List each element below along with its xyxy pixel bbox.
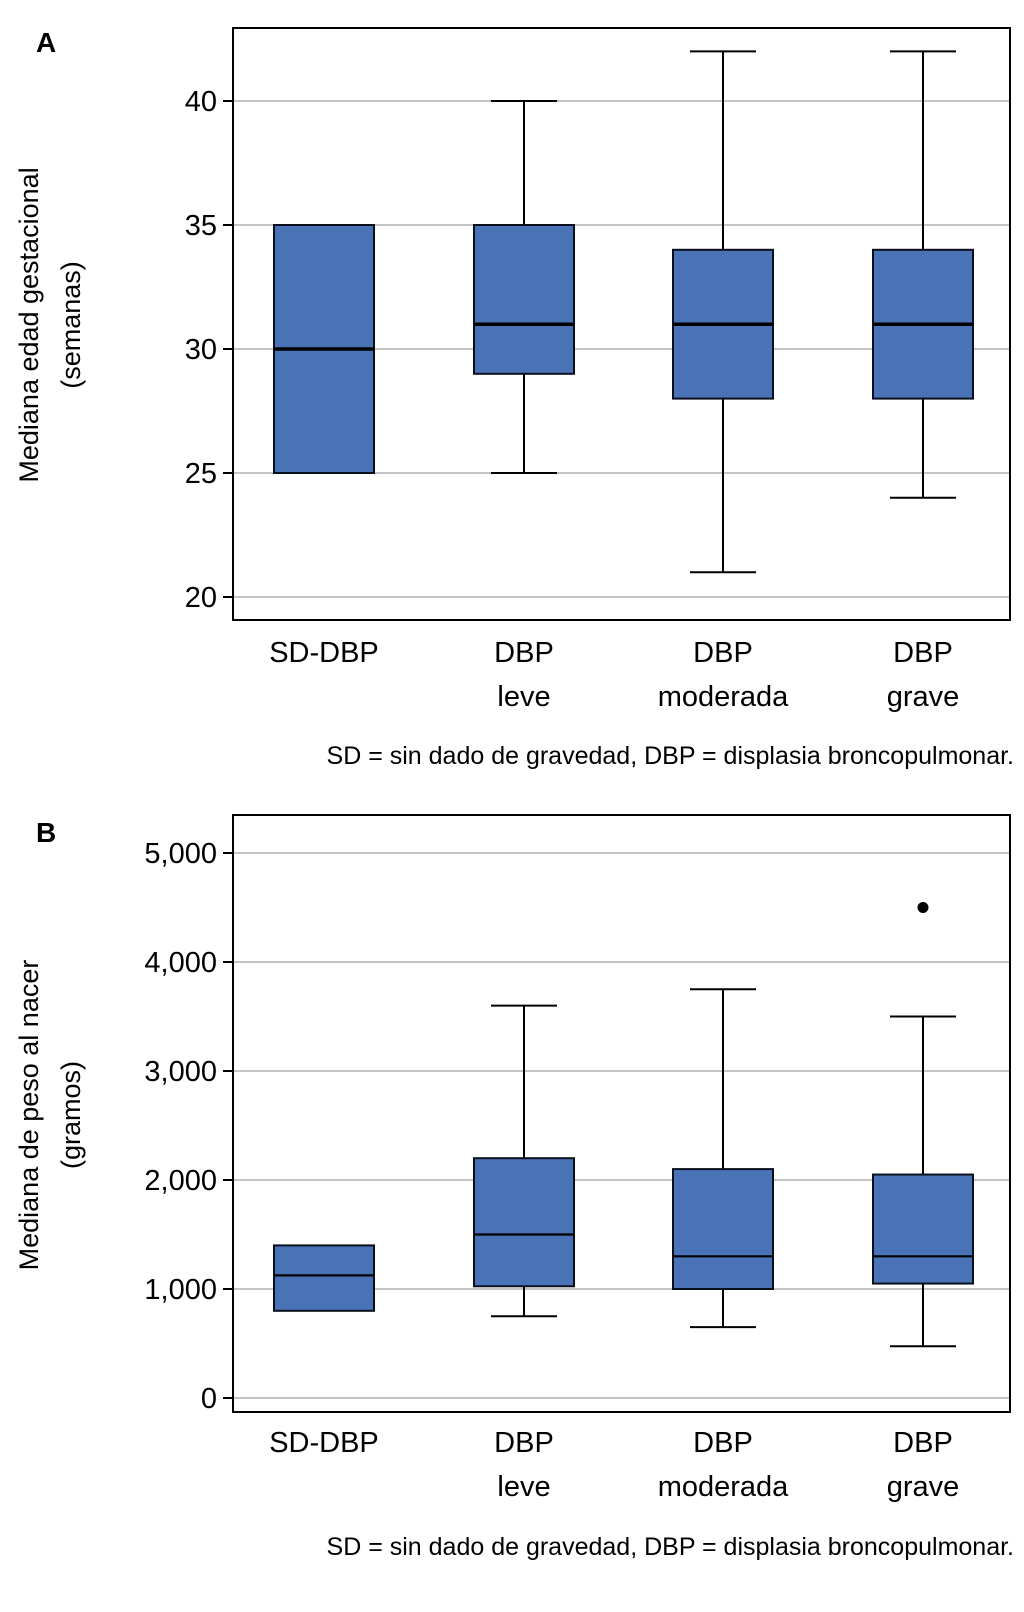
- iqr-box: [473, 224, 575, 375]
- x-category-label: DBP: [494, 637, 554, 669]
- x-category-label: DBP: [893, 1427, 953, 1459]
- y-tick-label: 1,000: [144, 1274, 217, 1306]
- panel-B: B 0 1,000 2,000 3,000 4,000 5,000 Mediana de pe…: [14, 814, 1014, 1561]
- y-tick-label: 2,000: [144, 1165, 217, 1197]
- x-category-label: DBP: [893, 637, 953, 669]
- y-tick-label: 0: [201, 1383, 217, 1415]
- y-tick-label: 20: [185, 582, 217, 614]
- y-axis-label: Mediana de peso al nacer: [14, 960, 44, 1271]
- footnote: SD = sin dado de gravedad, DBP = displas…: [327, 742, 1014, 770]
- x-category-label: leve: [497, 1471, 550, 1503]
- iqr-box: [872, 1173, 974, 1285]
- y-tick-label: 30: [185, 334, 217, 366]
- iqr-box: [672, 1168, 774, 1290]
- x-category-label: moderada: [658, 1471, 789, 1503]
- y-tick-label: 40: [185, 86, 217, 118]
- box-dbp-grave: [872, 50, 974, 499]
- panel-A: A 20 25 30 35 40 Mediana edad gestacional (sema…: [14, 27, 1014, 770]
- box-dbp-leve: [473, 100, 575, 474]
- outlier-point: [917, 902, 929, 913]
- x-category-label: DBP: [494, 1427, 554, 1459]
- iqr-box: [473, 1157, 575, 1288]
- plot-frame: [232, 814, 1011, 1413]
- panel-label: A: [36, 27, 56, 58]
- iqr-box: [273, 1244, 375, 1312]
- x-category-label: moderada: [658, 681, 789, 713]
- y-tick-label: 25: [185, 458, 217, 490]
- x-category-label: SD-DBP: [269, 1427, 379, 1459]
- y-tick-label: 35: [185, 210, 217, 242]
- box-dbp-moderada: [672, 988, 774, 1329]
- y-axis-label-units: (semanas): [56, 261, 86, 389]
- plot-frame: [232, 27, 1011, 621]
- x-category-label: SD-DBP: [269, 637, 379, 669]
- y-tick-label: 5,000: [144, 838, 217, 870]
- box-dbp-leve: [473, 1004, 575, 1318]
- footnote: SD = sin dado de gravedad, DBP = displas…: [327, 1533, 1014, 1561]
- y-axis-label-units: (gramos): [56, 1061, 86, 1169]
- x-category-label: grave: [887, 681, 960, 713]
- y-tick-label: 4,000: [144, 947, 217, 979]
- panel-label: B: [36, 817, 56, 848]
- box-dbp-moderada: [672, 50, 774, 574]
- y-tick-label: 3,000: [144, 1056, 217, 1088]
- box-sd-dbp: [273, 1244, 375, 1312]
- x-category-label: leve: [497, 681, 550, 713]
- x-category-label: DBP: [693, 1427, 753, 1459]
- y-axis-label: Mediana edad gestacional: [14, 167, 44, 482]
- x-category-label: grave: [887, 1471, 960, 1503]
- x-category-label: DBP: [693, 637, 753, 669]
- box-sd-dbp: [273, 224, 375, 474]
- box-dbp-grave: [872, 902, 974, 1348]
